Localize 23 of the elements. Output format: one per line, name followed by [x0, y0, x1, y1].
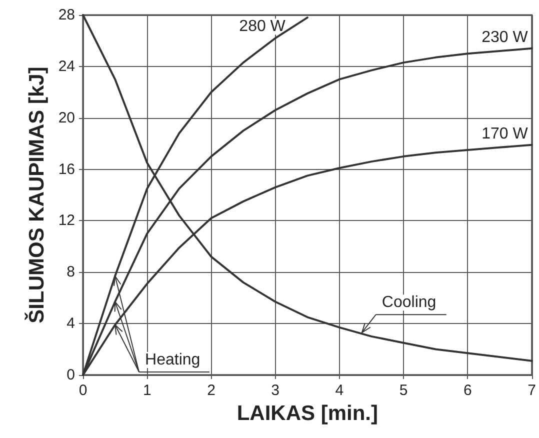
annotation: Heating [145, 352, 200, 368]
y-axis-title: ŠILUMOS KAUPIMAS [kJ] [24, 66, 48, 324]
series-label: 230 W [482, 28, 529, 46]
y-tick-label: 4 [66, 315, 75, 332]
x-tick-label: 0 [78, 382, 88, 399]
series-label: 280 W [239, 18, 286, 36]
y-tick-label: 24 [58, 58, 75, 75]
x-tick-label: 3 [271, 382, 280, 399]
y-tick-label: 16 [58, 160, 75, 178]
annotation: Cooling [382, 294, 436, 312]
x-tick-label: 7 [528, 382, 536, 399]
x-tick-label: 6 [464, 382, 472, 399]
y-tick-label: 12 [58, 212, 75, 230]
y-tick-label: 8 [66, 264, 75, 281]
y-tick-label: 20 [58, 109, 75, 126]
x-tick-label: 4 [335, 382, 344, 399]
x-axis-title: LAIKAS [min.] [236, 402, 378, 425]
series-label: 170 W [482, 125, 529, 142]
x-tick-label: 5 [399, 382, 408, 399]
x-tick-label: 1 [142, 382, 152, 399]
y-tick-label: 28 [58, 6, 75, 24]
x-tick-label: 2 [207, 382, 216, 399]
y-tick-label: 0 [66, 366, 75, 384]
